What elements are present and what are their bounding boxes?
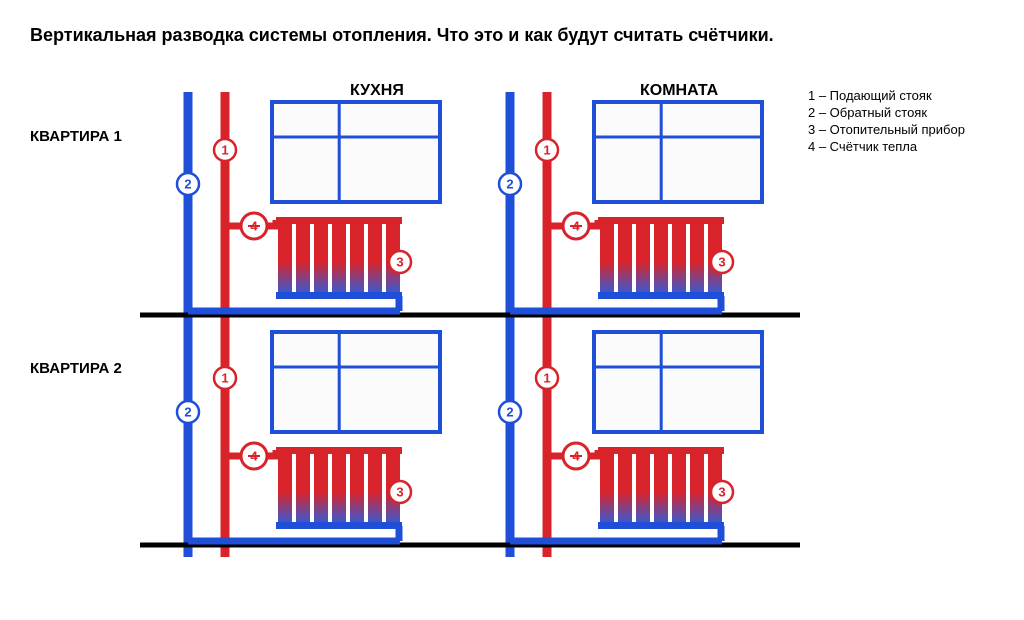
legend: 1 – Подающий стояк 2 – Обратный стояк 3 – … <box>808 88 965 156</box>
legend-item: 2 – Обратный стояк <box>808 105 965 120</box>
svg-text:1: 1 <box>221 143 228 158</box>
legend-item: 4 – Счётчик тепла <box>808 139 965 154</box>
svg-text:4: 4 <box>572 449 580 464</box>
svg-text:3: 3 <box>396 255 403 270</box>
svg-text:2: 2 <box>506 177 513 192</box>
svg-text:1: 1 <box>543 143 550 158</box>
svg-text:1: 1 <box>221 371 228 386</box>
svg-text:2: 2 <box>506 405 513 420</box>
column-label: КОМНАТА <box>640 82 718 100</box>
diagram-title: Вертикальная разводка системы отопления.… <box>30 25 774 46</box>
legend-item: 1 – Подающий стояк <box>808 88 965 103</box>
legend-item: 3 – Отопительный прибор <box>808 122 965 137</box>
apartment-label: КВАРТИРА 1 <box>30 128 122 145</box>
svg-text:2: 2 <box>184 177 191 192</box>
svg-text:3: 3 <box>718 255 725 270</box>
column-label: КУХНЯ <box>350 82 404 100</box>
svg-text:3: 3 <box>718 485 725 500</box>
apartment-label: КВАРТИРА 2 <box>30 360 122 377</box>
svg-text:3: 3 <box>396 485 403 500</box>
svg-text:4: 4 <box>250 449 258 464</box>
svg-text:2: 2 <box>184 405 191 420</box>
svg-text:4: 4 <box>572 219 580 234</box>
svg-text:1: 1 <box>543 371 550 386</box>
svg-text:4: 4 <box>250 219 258 234</box>
